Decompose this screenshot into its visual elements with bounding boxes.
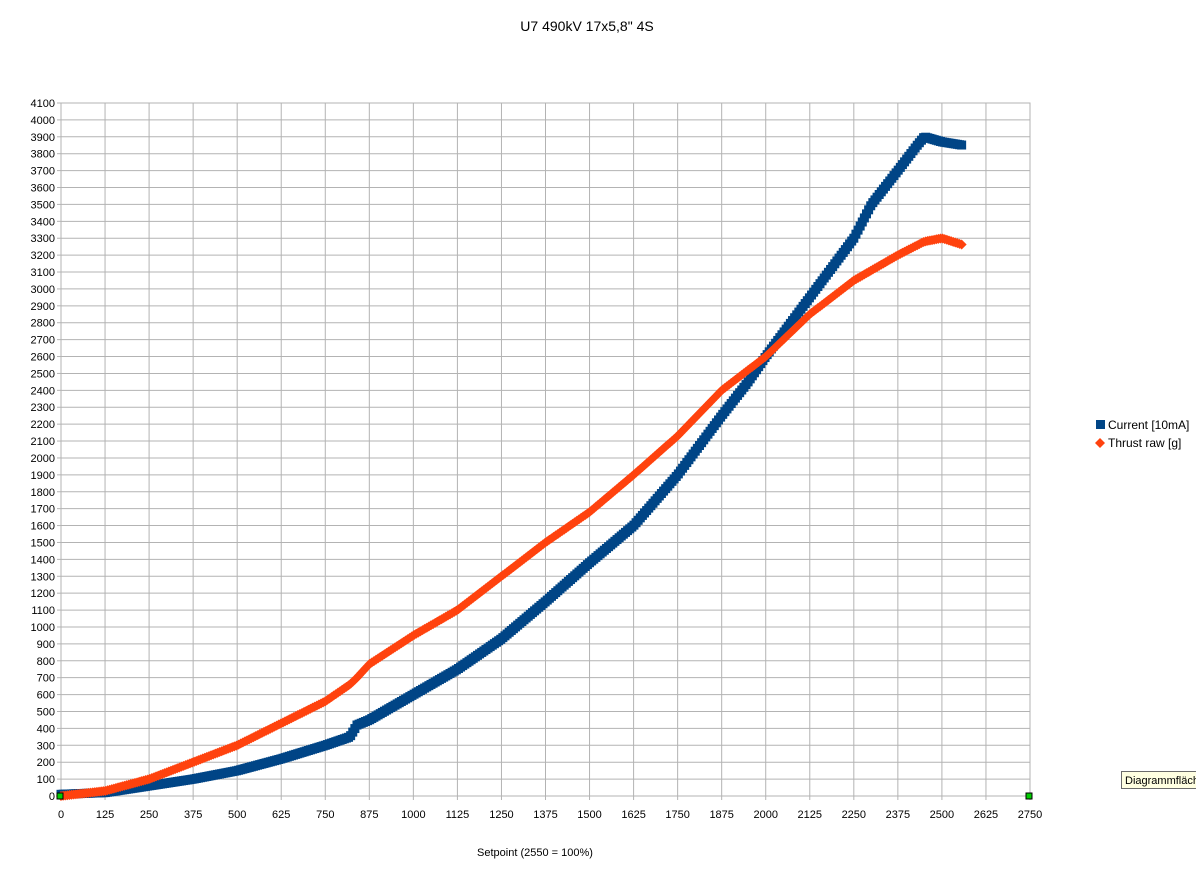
selection-handle-left[interactable] [56, 792, 64, 800]
y-tick-label: 1500 [31, 537, 55, 549]
chart-title: U7 490kV 17x5,8" 4S [520, 18, 653, 34]
y-tick-label: 2300 [31, 402, 55, 414]
y-tick-label: 2200 [31, 419, 55, 431]
thrust-point [956, 239, 967, 250]
x-tick-label: 1250 [489, 809, 513, 821]
x-tick-label: 1125 [446, 809, 470, 821]
axes: 0 100 200 300 400 500 600 700 800 900 1000 1100 1200… [31, 98, 1043, 821]
y-tick-label: 200 [37, 757, 55, 769]
y-tick-label: 4000 [31, 115, 55, 127]
x-tick-label: 125 [96, 809, 114, 821]
plot-grid [60, 102, 1031, 797]
y-tick-label: 3200 [31, 250, 55, 262]
legend: Current [10mA] Thrust raw [g] [1095, 418, 1189, 450]
current-point [957, 140, 967, 150]
y-tick-label: 1800 [31, 487, 55, 499]
y-tick-label: 600 [37, 690, 55, 702]
legend-label: Thrust raw [g] [1108, 436, 1181, 450]
tooltip: Diagrammfläche [1121, 771, 1196, 789]
y-tick-label: 3100 [31, 267, 55, 279]
y-tick-label: 800 [37, 656, 55, 668]
y-tick-label: 2100 [31, 436, 55, 448]
y-tick-label: 3600 [31, 183, 55, 195]
x-tick-label: 500 [228, 809, 246, 821]
x-tick-label: 2375 [886, 809, 910, 821]
x-tick-label: 2750 [1018, 809, 1042, 821]
legend-label: Current [10mA] [1108, 418, 1189, 432]
y-tick-label: 2000 [31, 453, 55, 465]
y-tick-label: 2900 [31, 301, 55, 313]
series-2 [56, 233, 967, 801]
y-tick-label: 300 [37, 740, 55, 752]
y-tick-label: 100 [37, 774, 55, 786]
y-tick-label: 1600 [31, 521, 55, 533]
y-tick-label: 4100 [31, 98, 55, 110]
x-tick-label: 1000 [401, 809, 425, 821]
y-tick-label: 500 [37, 706, 55, 718]
y-tick-label: 3900 [31, 132, 55, 144]
selection-handle-right[interactable] [1025, 792, 1033, 800]
x-tick-label: 2000 [753, 809, 777, 821]
y-tick-label: 2400 [31, 385, 55, 397]
y-tick-label: 2700 [31, 335, 55, 347]
y-tick-label: 0 [49, 791, 55, 803]
y-tick-label: 3700 [31, 166, 55, 178]
legend-swatch-current [1096, 420, 1105, 429]
y-tick-label: 1700 [31, 504, 55, 516]
x-tick-label: 1625 [621, 809, 645, 821]
x-tick-label: 250 [140, 809, 158, 821]
x-tick-label: 1875 [709, 809, 733, 821]
y-tick-label: 2500 [31, 368, 55, 380]
y-tick-label: 3500 [31, 199, 55, 211]
y-tick-label: 3000 [31, 284, 55, 296]
series-layer [56, 132, 967, 801]
y-tick-label: 1900 [31, 470, 55, 482]
y-tick-label: 1100 [31, 605, 55, 617]
y-tick-label: 1000 [31, 622, 55, 634]
y-tick-label: 1300 [31, 571, 55, 583]
x-tick-label: 875 [360, 809, 378, 821]
y-tick-label: 3300 [31, 233, 55, 245]
x-tick-label: 625 [272, 809, 290, 821]
x-tick-label: 0 [58, 809, 64, 821]
x-tick-label: 2250 [842, 809, 866, 821]
x-axis-label: Setpoint (2550 = 100%) [477, 847, 593, 859]
x-tick-label: 2625 [974, 809, 998, 821]
y-tick-label: 3400 [31, 216, 55, 228]
legend-swatch-thrust [1095, 438, 1105, 448]
x-tick-label: 750 [316, 809, 334, 821]
y-tick-label: 3800 [31, 149, 55, 161]
x-tick-label: 2500 [930, 809, 954, 821]
x-tick-label: 1375 [533, 809, 557, 821]
y-tick-label: 2800 [31, 318, 55, 330]
y-tick-label: 700 [37, 673, 55, 685]
y-tick-label: 1200 [31, 588, 55, 600]
x-tick-label: 375 [184, 809, 202, 821]
y-tick-label: 1400 [31, 554, 55, 566]
x-tick-label: 2125 [798, 809, 822, 821]
y-tick-label: 400 [37, 723, 55, 735]
y-tick-label: 900 [37, 639, 55, 651]
x-tick-label: 1750 [665, 809, 689, 821]
y-tick-label: 2600 [31, 352, 55, 364]
x-tick-label: 1500 [577, 809, 601, 821]
